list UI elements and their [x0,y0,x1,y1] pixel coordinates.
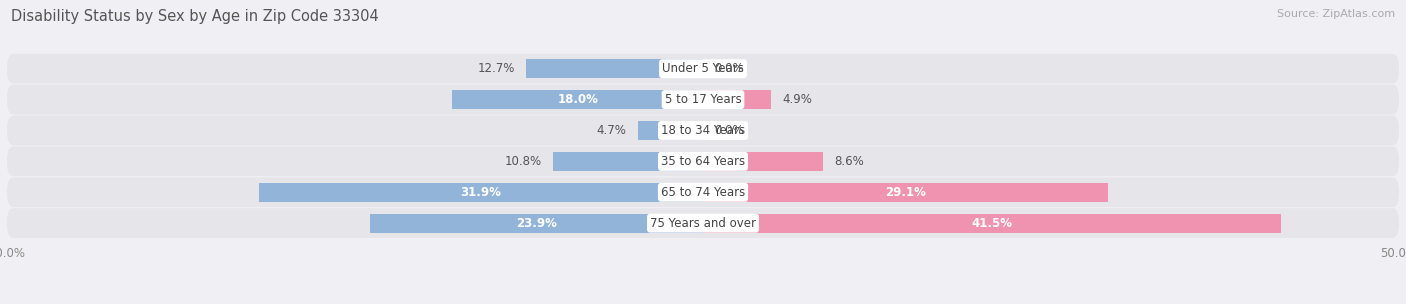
FancyBboxPatch shape [7,208,1399,238]
Bar [259,183,703,202]
Legend: Male, Female: Male, Female [641,302,765,304]
Bar [703,152,823,171]
FancyBboxPatch shape [7,85,1399,114]
Text: 0.0%: 0.0% [714,124,744,137]
Bar [703,90,772,109]
Text: Under 5 Years: Under 5 Years [662,62,744,75]
Text: 18 to 34 Years: 18 to 34 Years [661,124,745,137]
Text: 5 to 17 Years: 5 to 17 Years [665,93,741,106]
Text: 0.0%: 0.0% [714,62,744,75]
Bar [703,213,1281,233]
Bar [637,121,703,140]
Text: 75 Years and over: 75 Years and over [650,217,756,230]
Text: 29.1%: 29.1% [886,186,927,199]
Text: 41.5%: 41.5% [972,217,1012,230]
Text: 18.0%: 18.0% [557,93,598,106]
Text: 12.7%: 12.7% [478,62,515,75]
Bar [453,90,703,109]
Bar [526,59,703,78]
FancyBboxPatch shape [7,116,1399,145]
Text: 10.8%: 10.8% [505,155,541,168]
Text: 31.9%: 31.9% [461,186,502,199]
Bar [553,152,703,171]
FancyBboxPatch shape [7,54,1399,84]
Text: 23.9%: 23.9% [516,217,557,230]
Text: Source: ZipAtlas.com: Source: ZipAtlas.com [1277,9,1395,19]
Text: 4.9%: 4.9% [782,93,813,106]
Bar [370,213,703,233]
Text: 65 to 74 Years: 65 to 74 Years [661,186,745,199]
Text: 35 to 64 Years: 35 to 64 Years [661,155,745,168]
FancyBboxPatch shape [7,178,1399,207]
Text: 8.6%: 8.6% [834,155,863,168]
Text: 4.7%: 4.7% [596,124,627,137]
FancyBboxPatch shape [7,147,1399,176]
Text: Disability Status by Sex by Age in Zip Code 33304: Disability Status by Sex by Age in Zip C… [11,9,380,24]
Bar [703,183,1108,202]
